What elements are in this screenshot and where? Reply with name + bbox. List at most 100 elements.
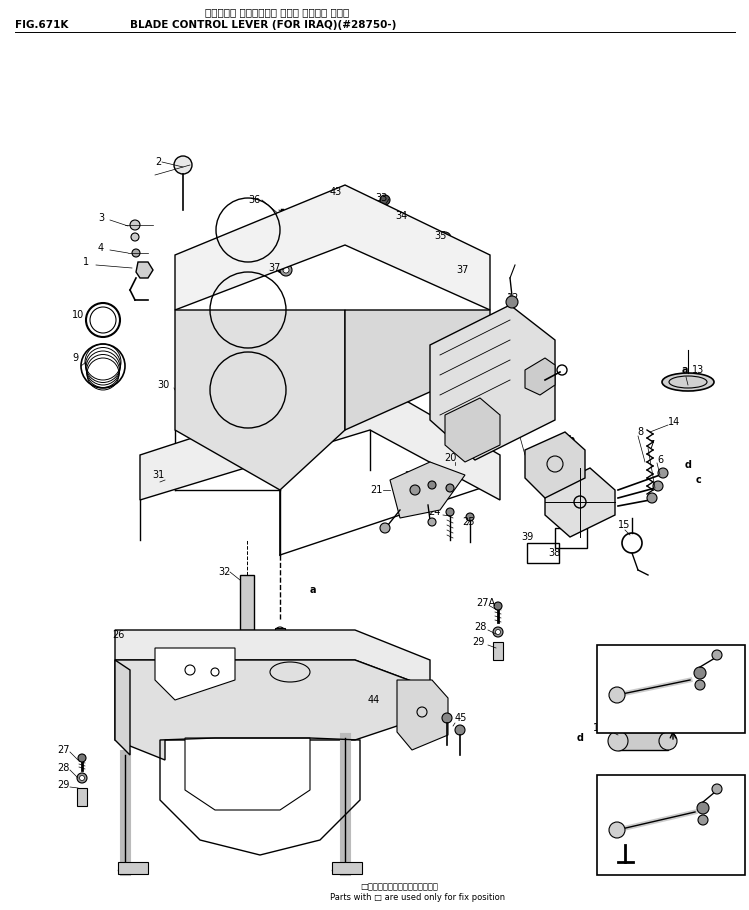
Text: 8: 8 (637, 427, 643, 437)
Bar (597, 775, 745, 875)
Text: 2: 2 (155, 157, 161, 167)
Text: □印部品は位置決め用で使用せず: □印部品は位置決め用で使用せず (360, 882, 438, 891)
Circle shape (77, 773, 87, 783)
Text: 32: 32 (218, 567, 231, 577)
Text: 13: 13 (692, 365, 704, 375)
Circle shape (609, 822, 625, 838)
Circle shape (653, 481, 663, 491)
Text: 44: 44 (368, 695, 380, 705)
Circle shape (380, 523, 390, 533)
Text: 29: 29 (57, 780, 70, 790)
Text: b: b (607, 655, 615, 665)
Text: 31: 31 (152, 470, 164, 480)
Circle shape (659, 732, 677, 750)
Circle shape (695, 680, 705, 690)
Text: 10: 10 (72, 310, 84, 320)
Circle shape (452, 264, 464, 276)
Text: 4: 4 (98, 243, 104, 253)
Text: 19: 19 (690, 660, 703, 670)
Text: 30: 30 (157, 380, 169, 390)
Polygon shape (390, 462, 465, 518)
Text: 21: 21 (370, 485, 383, 495)
Text: 33: 33 (375, 193, 387, 203)
Text: 41: 41 (706, 805, 718, 815)
Text: ブレード・ コントロール レバー （イラク ヨウ）: ブレード・ コントロール レバー （イラク ヨウ） (205, 7, 349, 17)
Text: 3: 3 (98, 213, 104, 223)
Circle shape (428, 481, 436, 489)
Text: a: a (310, 585, 317, 595)
Polygon shape (175, 310, 345, 490)
Bar (597, 645, 745, 733)
Circle shape (608, 731, 628, 751)
Circle shape (493, 627, 503, 637)
Text: 28: 28 (474, 622, 486, 632)
Polygon shape (115, 660, 130, 755)
Polygon shape (115, 660, 430, 760)
Text: 11: 11 (504, 363, 516, 373)
Circle shape (131, 233, 139, 241)
Text: 46: 46 (436, 697, 448, 707)
Polygon shape (525, 358, 555, 395)
Text: Parts with □ are used only for fix position: Parts with □ are used only for fix posit… (330, 893, 505, 902)
Bar (555, 528, 587, 548)
Text: 17: 17 (688, 700, 700, 710)
Bar (275, 628, 285, 636)
Text: 23: 23 (504, 428, 516, 438)
Circle shape (466, 513, 474, 521)
Text: 42: 42 (620, 850, 632, 860)
Circle shape (647, 493, 657, 503)
Text: 40: 40 (706, 790, 718, 800)
Circle shape (132, 249, 140, 257)
Text: d: d (685, 460, 692, 470)
Polygon shape (430, 305, 555, 460)
Text: 18: 18 (690, 645, 703, 655)
Text: 15: 15 (618, 520, 631, 530)
Circle shape (380, 195, 390, 205)
Circle shape (712, 650, 722, 660)
Polygon shape (140, 380, 500, 500)
Circle shape (712, 784, 722, 794)
Text: 45: 45 (455, 713, 467, 723)
Text: 16: 16 (593, 723, 605, 733)
Circle shape (506, 296, 518, 308)
Text: 37: 37 (268, 263, 280, 273)
Circle shape (78, 754, 86, 762)
Text: BLADE CONTROL LEVER (FOR IRAQ)(#28750-): BLADE CONTROL LEVER (FOR IRAQ)(#28750-) (130, 20, 396, 30)
Circle shape (658, 468, 668, 478)
Text: 38: 38 (548, 548, 560, 558)
Text: 28: 28 (57, 763, 70, 773)
Text: 24: 24 (428, 507, 440, 517)
Text: FIG.671K: FIG.671K (15, 20, 68, 30)
Text: 34: 34 (395, 211, 407, 221)
Circle shape (410, 485, 420, 495)
Circle shape (130, 220, 140, 230)
Circle shape (496, 630, 500, 634)
Bar (240, 575, 254, 630)
Circle shape (442, 713, 452, 723)
Polygon shape (445, 398, 500, 462)
Circle shape (396, 212, 404, 220)
Text: a: a (682, 365, 688, 375)
Bar (77, 788, 87, 806)
Circle shape (280, 264, 292, 276)
Circle shape (446, 484, 454, 492)
Text: 5: 5 (528, 457, 534, 467)
Text: b: b (567, 435, 574, 445)
Text: c: c (607, 782, 613, 792)
Text: 29: 29 (472, 637, 485, 647)
Circle shape (428, 518, 436, 526)
Circle shape (494, 602, 502, 610)
Circle shape (698, 815, 708, 825)
Text: 22: 22 (404, 471, 416, 481)
Polygon shape (136, 262, 153, 278)
Circle shape (455, 267, 461, 273)
Circle shape (346, 190, 356, 200)
Text: 43: 43 (330, 187, 342, 197)
Text: 25: 25 (462, 517, 475, 527)
Circle shape (174, 156, 192, 174)
Circle shape (455, 725, 465, 735)
Bar (332, 862, 362, 874)
Circle shape (277, 263, 287, 273)
Circle shape (694, 667, 706, 679)
Polygon shape (155, 648, 235, 700)
